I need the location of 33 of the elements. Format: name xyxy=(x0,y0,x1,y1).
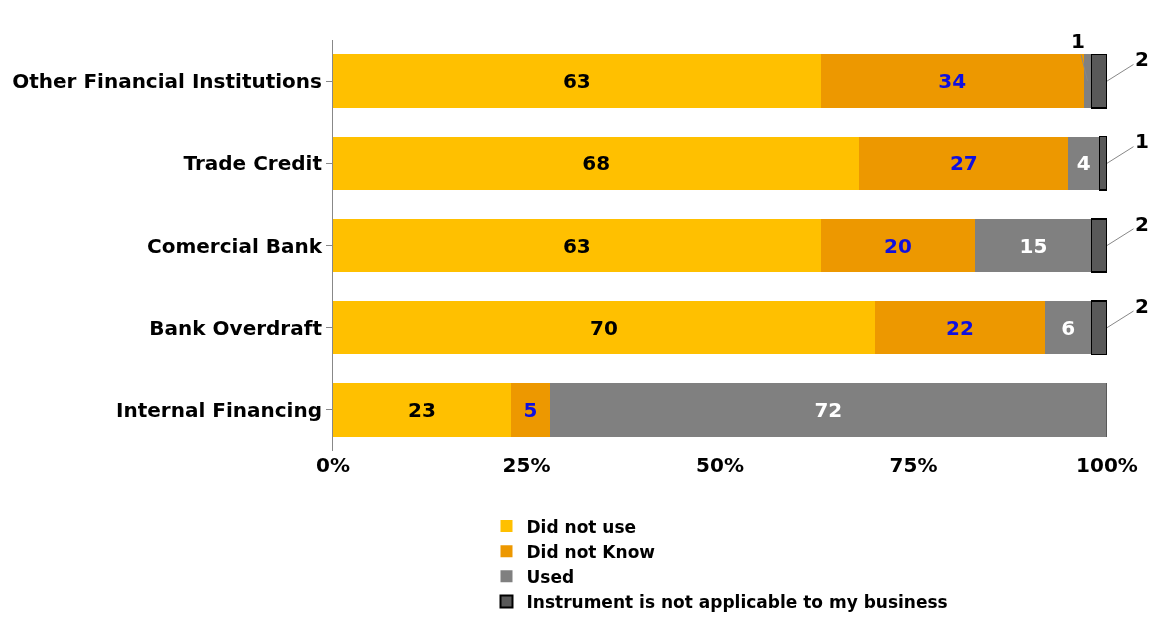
data-label: 68 xyxy=(582,151,611,176)
data-label: 2 xyxy=(1135,212,1149,236)
data-label: 1 xyxy=(1135,129,1149,153)
data-label: 2 xyxy=(1135,294,1149,318)
x-tick-label: 25% xyxy=(502,453,551,477)
legend-label: Used xyxy=(526,566,575,587)
data-label: 5 xyxy=(523,397,538,422)
data-label: 1 xyxy=(1071,29,1085,53)
data-label: 2 xyxy=(1135,47,1149,71)
x-tick-label: 100% xyxy=(1076,453,1138,477)
x-tick-label: 50% xyxy=(696,453,744,477)
data-label: 27 xyxy=(949,151,978,176)
legend-label: Did not Know xyxy=(526,541,656,562)
y-tick-label: Internal Financing xyxy=(116,397,322,422)
y-tick-label: Trade Credit xyxy=(183,151,323,176)
y-tick-label: Comercial Bank xyxy=(147,233,323,258)
data-label: 72 xyxy=(814,397,843,422)
data-label: 63 xyxy=(562,69,591,94)
data-label: 63 xyxy=(562,233,591,258)
data-label: 34 xyxy=(938,69,967,94)
y-tick-label: Other Financial Institutions xyxy=(12,69,322,94)
data-label: 6 xyxy=(1061,315,1076,340)
x-tick-label: 0% xyxy=(316,453,350,477)
data-label: 4 xyxy=(1076,151,1091,176)
legend-label: Instrument is not applicable to my business xyxy=(526,592,948,613)
data-label: 23 xyxy=(408,397,436,422)
y-tick-label: Bank Overdraft xyxy=(149,315,323,340)
data-label: 70 xyxy=(589,315,618,340)
data-label: 20 xyxy=(884,233,912,258)
data-label: 22 xyxy=(946,315,974,340)
data-label: 15 xyxy=(1019,233,1048,258)
x-tick-label: 75% xyxy=(889,453,938,477)
legend-label: Did not use xyxy=(526,516,637,537)
